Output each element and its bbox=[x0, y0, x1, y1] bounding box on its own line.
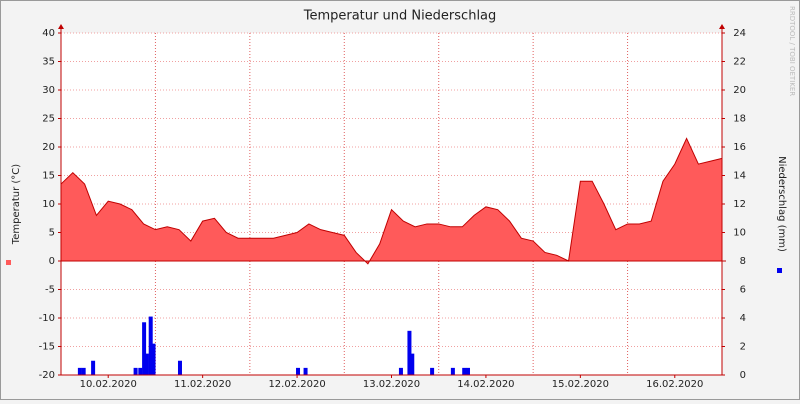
y-tick-label: 35 bbox=[42, 57, 55, 68]
y-tick-label: -10 bbox=[39, 313, 55, 324]
y2-tick-label: 4 bbox=[740, 313, 746, 324]
y2-tick-label: 10 bbox=[733, 228, 746, 239]
precipitation-bar bbox=[138, 367, 143, 375]
precipitation-bar bbox=[462, 367, 467, 375]
y-tick-label: -20 bbox=[39, 370, 55, 381]
x-tick-label: 13.02.2020 bbox=[363, 379, 420, 390]
precipitation-bar bbox=[410, 353, 415, 375]
precipitation-bar bbox=[407, 330, 412, 375]
precipitation-bar bbox=[77, 367, 82, 375]
axis-arrow bbox=[719, 24, 725, 29]
y-tick-label: -15 bbox=[39, 342, 55, 353]
precipitation-bar bbox=[465, 367, 470, 375]
watermark: RRDTOOL / TOBI OETIKER bbox=[788, 6, 796, 96]
y-tick-label: 0 bbox=[49, 256, 55, 267]
precipitation-bar bbox=[450, 367, 455, 375]
y2-tick-label: 6 bbox=[740, 285, 746, 296]
y2-tick-label: 0 bbox=[740, 370, 746, 381]
y-tick-label: 40 bbox=[42, 28, 55, 39]
x-tick-label: 10.02.2020 bbox=[80, 379, 137, 390]
y-tick-label: -5 bbox=[45, 285, 55, 296]
y2-tick-label: 22 bbox=[733, 57, 746, 68]
precipitation-bar bbox=[151, 343, 156, 375]
precipitation-bar bbox=[133, 367, 138, 375]
y2-tick-label: 24 bbox=[733, 28, 746, 39]
axis-arrow bbox=[58, 24, 64, 29]
y-tick-label: 10 bbox=[42, 199, 55, 210]
y-tick-label: 20 bbox=[42, 142, 55, 153]
y-tick-label: 25 bbox=[42, 114, 55, 125]
y2-tick-label: 20 bbox=[733, 85, 746, 96]
x-tick-label: 12.02.2020 bbox=[268, 379, 325, 390]
precipitation-bar bbox=[142, 322, 147, 375]
x-tick-label: 15.02.2020 bbox=[552, 379, 609, 390]
chart-title: Temperatur und Niederschlag bbox=[303, 9, 497, 24]
y2-tick-label: 8 bbox=[740, 256, 746, 267]
precipitation-bar bbox=[148, 316, 153, 375]
precipitation-bar bbox=[296, 367, 301, 375]
legend-swatch bbox=[6, 260, 11, 265]
y2-axis-label: Niederschlag (mm) bbox=[776, 156, 787, 252]
precipitation-bar bbox=[91, 360, 96, 375]
precipitation-bar bbox=[303, 367, 308, 375]
precipitation-bar bbox=[81, 367, 86, 375]
y2-tick-label: 16 bbox=[733, 142, 746, 153]
x-tick-label: 16.02.2020 bbox=[646, 379, 703, 390]
temperature-line bbox=[60, 137, 723, 265]
precipitation-bar bbox=[398, 367, 403, 375]
legend-swatch bbox=[777, 268, 782, 273]
precipitation-bar bbox=[430, 367, 435, 375]
y-tick-label: 5 bbox=[49, 228, 55, 239]
precipitation-bar bbox=[177, 360, 182, 375]
y2-tick-label: 14 bbox=[733, 171, 746, 182]
y2-tick-label: 18 bbox=[733, 114, 746, 125]
x-tick-label: 14.02.2020 bbox=[457, 379, 514, 390]
y-tick-label: 30 bbox=[42, 85, 55, 96]
x-tick-label: 11.02.2020 bbox=[174, 379, 231, 390]
y-axis-label: Temperatur (°C) bbox=[11, 164, 22, 245]
y2-tick-label: 12 bbox=[733, 199, 746, 210]
y-tick-label: 15 bbox=[42, 171, 55, 182]
y2-tick-label: 2 bbox=[740, 342, 746, 353]
precipitation-bar bbox=[144, 353, 149, 375]
